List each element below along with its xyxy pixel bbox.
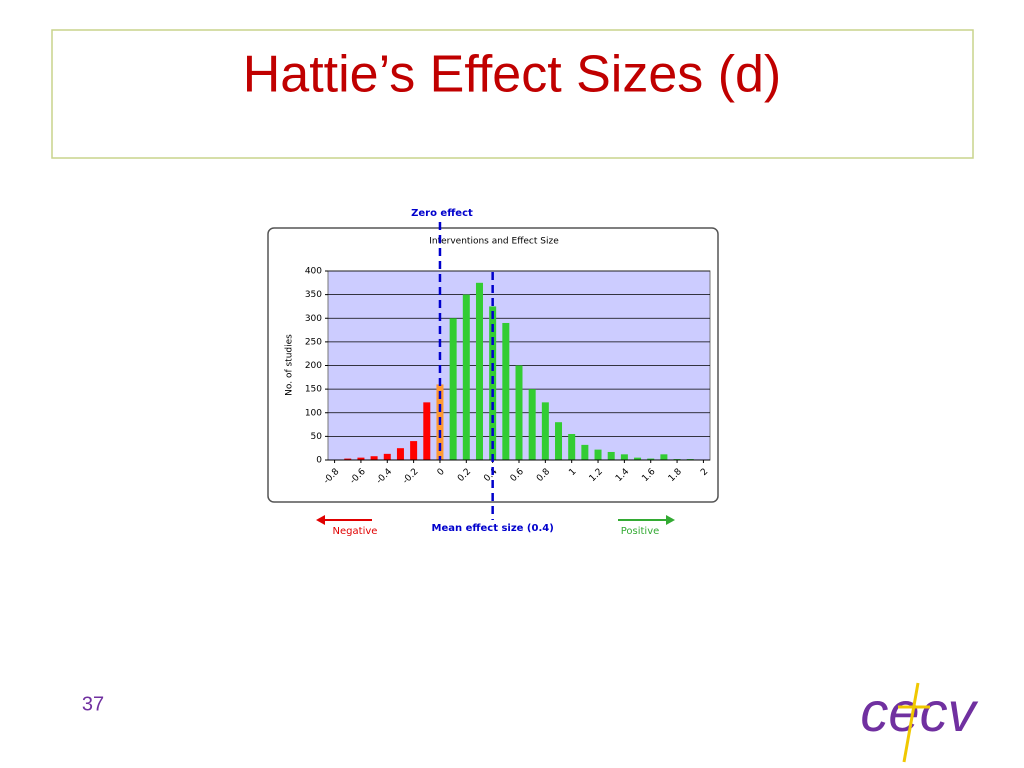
- page-number: 37: [82, 693, 104, 715]
- zero-effect-label: Zero effect: [411, 208, 473, 219]
- bar: [568, 434, 576, 460]
- mean-effect-label: Mean effect size (0.4): [432, 523, 554, 534]
- logo-cross: [898, 682, 930, 763]
- y-tick-label: 350: [305, 290, 322, 300]
- bar: [594, 449, 602, 460]
- bar: [410, 441, 418, 460]
- bar: [620, 454, 628, 460]
- bar: [396, 448, 404, 460]
- y-axis-label: No. of studies: [285, 334, 295, 396]
- y-tick-label: 300: [305, 314, 322, 324]
- negative-label: Negative: [333, 526, 378, 537]
- bar: [528, 389, 536, 460]
- bar: [555, 422, 563, 460]
- bar: [541, 402, 549, 460]
- bar: [647, 458, 655, 460]
- chart-title: Interventions and Effect Size: [429, 237, 559, 247]
- positive-label: Positive: [621, 526, 660, 537]
- y-tick-label: 150: [305, 385, 322, 395]
- bar: [581, 444, 589, 460]
- y-tick-label: 100: [305, 408, 322, 418]
- positive-arrowhead: [666, 515, 675, 525]
- bar: [634, 457, 642, 460]
- title-box: [51, 29, 974, 159]
- bar: [383, 453, 391, 460]
- y-tick-label: 250: [305, 337, 322, 347]
- bar: [607, 451, 615, 460]
- negative-arrowhead: [316, 515, 325, 525]
- bar: [660, 454, 668, 460]
- bar: [462, 294, 470, 460]
- bar: [423, 402, 431, 460]
- bar: [344, 458, 352, 460]
- x-tick-label: 1: [567, 467, 578, 478]
- bar: [475, 282, 483, 460]
- logo: cecv: [860, 680, 978, 743]
- bar: [515, 365, 523, 460]
- y-tick-label: 400: [305, 267, 322, 277]
- bar: [357, 457, 365, 460]
- bar: [449, 318, 457, 460]
- y-tick-label: 200: [305, 361, 322, 371]
- x-tick-label: 0: [436, 467, 447, 478]
- y-tick-label: 0: [316, 456, 322, 466]
- bar: [370, 456, 378, 460]
- x-tick-label: 2: [699, 467, 710, 478]
- bar: [502, 322, 510, 460]
- y-tick-label: 50: [311, 432, 323, 442]
- slide-title: Hattie’s Effect Sizes (d): [243, 46, 782, 104]
